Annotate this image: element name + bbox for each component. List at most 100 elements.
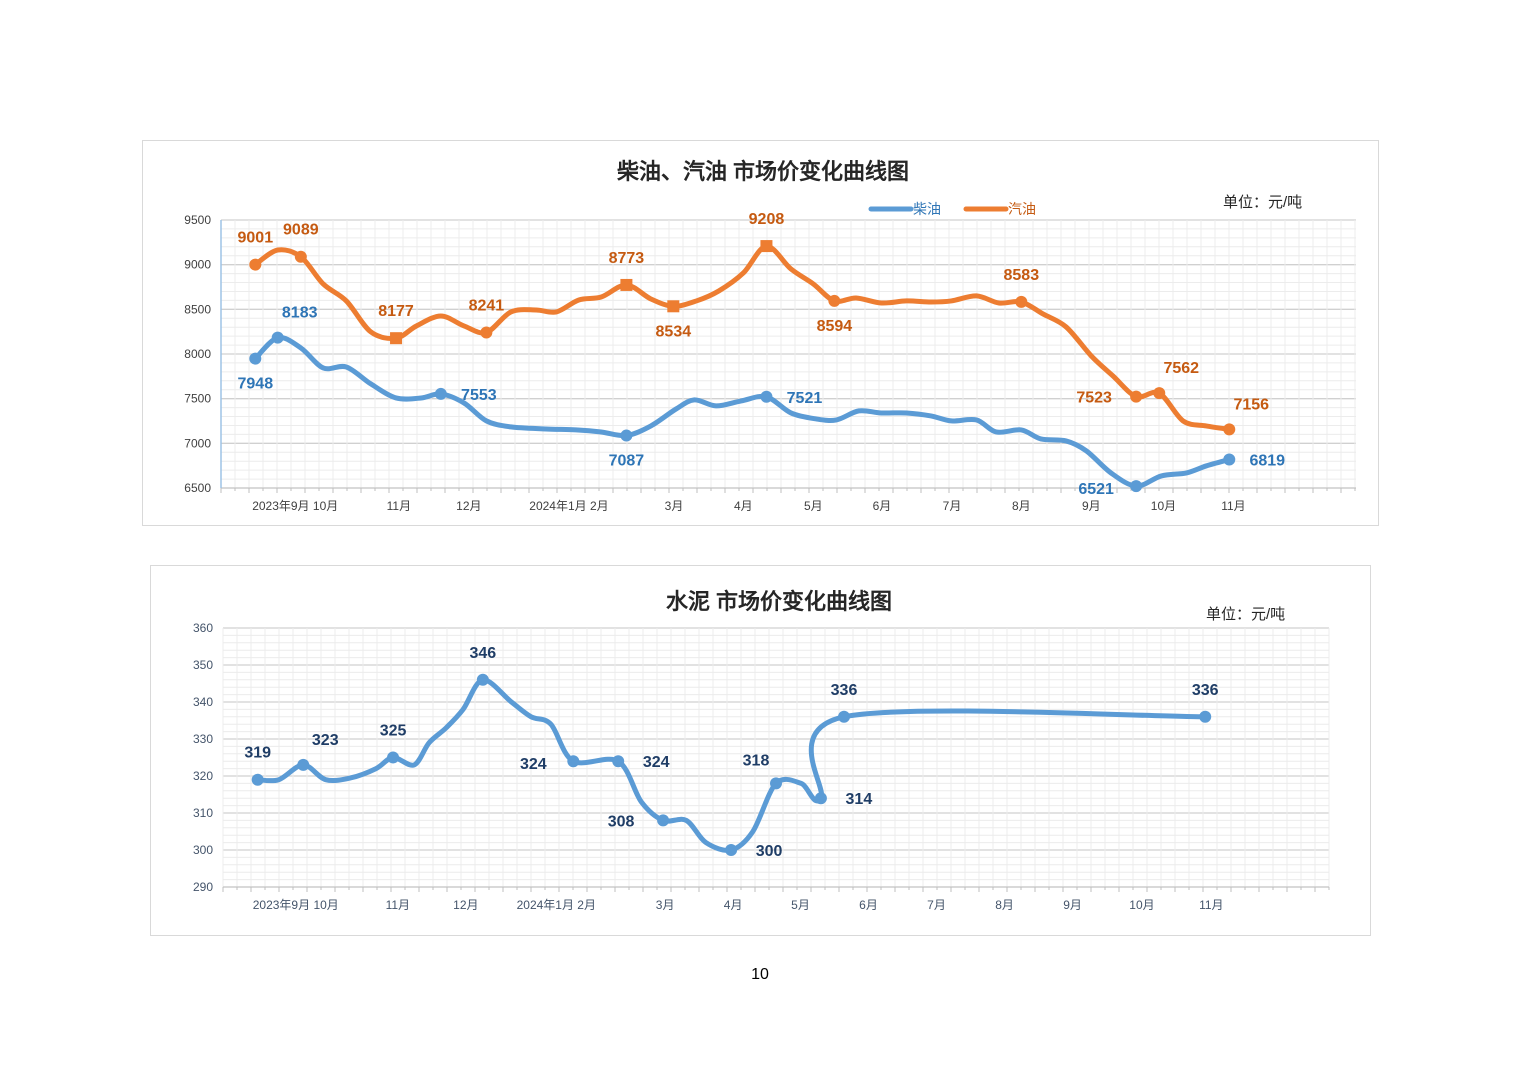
data-point-marker (434, 387, 447, 400)
x-tick-label: 5月 (791, 898, 810, 912)
x-tick-label: 12月 (456, 499, 481, 513)
data-label: 325 (380, 723, 407, 740)
series-水泥: 319 323 325 346 324 324 308 300 318 314 336 336 (244, 645, 1218, 860)
data-point-marker (1223, 453, 1236, 466)
data-label: 314 (846, 791, 873, 808)
data-point-marker (476, 673, 489, 686)
data-label: 8773 (609, 250, 645, 267)
data-label: 8583 (1004, 267, 1040, 284)
data-label: 6521 (1078, 481, 1114, 498)
fuel-price-chart-svg: 6500 7000 7500 8000 8500 9000 9500 2023年9月 10月 1… (184, 159, 1356, 513)
data-label: 9089 (283, 222, 319, 239)
data-point-marker (567, 755, 580, 768)
x-tick-label: 9月 (1063, 898, 1082, 912)
data-label: 7156 (1233, 396, 1269, 413)
data-point-marker (271, 331, 284, 344)
data-point-marker (725, 844, 738, 856)
cement-price-chart: 290 300 310 320 330 340 350 360 2023年9月 10月 11月 12… (150, 565, 1371, 936)
unit-label: 单位：元/吨 (1223, 194, 1302, 211)
x-tick-label: 5月 (804, 499, 823, 513)
data-label: 7521 (787, 390, 823, 407)
data-point-marker (297, 758, 310, 771)
y-tick-label: 9000 (184, 258, 211, 272)
y-tick-label: 340 (193, 695, 213, 709)
data-label: 8183 (282, 305, 318, 322)
data-label: 8534 (656, 323, 692, 340)
data-point-marker (1130, 480, 1143, 493)
page-number: 10 (751, 966, 769, 983)
x-tick-label: 11月 (1199, 898, 1223, 912)
x-tick-label: 12月 (453, 898, 478, 912)
data-point-marker (387, 751, 400, 764)
data-point-marker (249, 352, 262, 365)
x-tick-label: 7月 (943, 499, 962, 513)
data-label: 7553 (461, 387, 497, 404)
data-point-marker (249, 258, 262, 271)
y-tick-label: 330 (193, 732, 213, 746)
y-tick-label: 350 (193, 658, 213, 672)
x-tick-label: 11月 (1221, 499, 1245, 513)
y-tick-label: 300 (193, 843, 213, 857)
data-label: 9208 (749, 211, 785, 228)
y-tick-label: 310 (193, 806, 213, 820)
data-label: 8177 (378, 303, 414, 320)
series-line (252, 243, 1232, 432)
data-label: 6819 (1249, 453, 1285, 470)
x-tick-label: 7月 (927, 898, 946, 912)
chart-title: 水泥 市场价变化曲线图 (666, 589, 892, 614)
series-柴油: 7948 8183 7553 7087 7521 6521 6819 (238, 305, 1286, 498)
series-line (252, 334, 1232, 489)
data-label: 319 (244, 745, 271, 762)
data-label: 7523 (1076, 390, 1112, 407)
data-point-marker (760, 240, 773, 253)
x-tick-label: 11月 (387, 499, 411, 513)
x-tick-label: 6月 (873, 499, 892, 513)
x-tick-label: 4月 (724, 898, 743, 912)
x-tick-label: 6月 (859, 898, 878, 912)
x-tick-label: 9月 (1082, 499, 1101, 513)
data-point-marker (390, 332, 403, 345)
x-tick-label: 11月 (386, 898, 410, 912)
grid (220, 219, 1356, 493)
data-point-marker (1153, 387, 1166, 400)
data-point-marker (620, 429, 633, 442)
y-tick-label: 290 (193, 880, 213, 894)
x-tick-label: 3月 (665, 499, 684, 513)
x-tick-label: 10月 (1151, 499, 1176, 513)
data-label: 318 (743, 752, 770, 769)
data-label: 336 (1192, 682, 1219, 699)
data-label: 336 (831, 682, 858, 699)
data-label: 300 (756, 843, 783, 860)
x-tick-label: 4月 (734, 499, 753, 513)
y-tick-label: 7500 (184, 392, 211, 406)
data-point-marker (814, 792, 827, 805)
data-label: 8241 (469, 297, 505, 314)
unit-label: 单位：元/吨 (1206, 606, 1285, 623)
data-point-marker (760, 390, 773, 403)
data-point-marker (838, 710, 851, 723)
legend-label: 汽油 (1008, 201, 1036, 217)
x-tick-label: 10月 (1129, 898, 1154, 912)
data-point-marker (612, 755, 625, 768)
data-label: 323 (312, 732, 339, 749)
data-label: 346 (469, 645, 496, 662)
data-point-marker (620, 278, 633, 291)
series-汽油: 9001 9089 8177 8241 8773 8534 9208 8594 8583 7523… (238, 211, 1269, 436)
x-tick-label: 2024年1月 2月 (517, 898, 596, 912)
y-tick-label: 8500 (184, 302, 211, 316)
y-tick-label: 7000 (184, 436, 211, 450)
data-point-marker (1015, 295, 1028, 308)
data-label: 7087 (609, 453, 645, 470)
cement-price-chart-svg: 290 300 310 320 330 340 350 360 2023年9月 10月 11月 12… (193, 589, 1330, 912)
y-tick-label: 320 (193, 769, 213, 783)
grid (222, 627, 1330, 892)
y-tick-label: 6500 (184, 481, 211, 495)
data-label: 324 (520, 756, 547, 773)
data-point-marker (1130, 390, 1143, 403)
chart-title: 柴油、汽油 市场价变化曲线图 (616, 159, 909, 184)
y-tick-label: 360 (193, 621, 213, 635)
legend-label: 柴油 (913, 201, 941, 217)
data-label: 8594 (817, 318, 853, 335)
x-tick-label: 2024年1月 2月 (529, 499, 608, 513)
data-point-marker (667, 300, 680, 313)
